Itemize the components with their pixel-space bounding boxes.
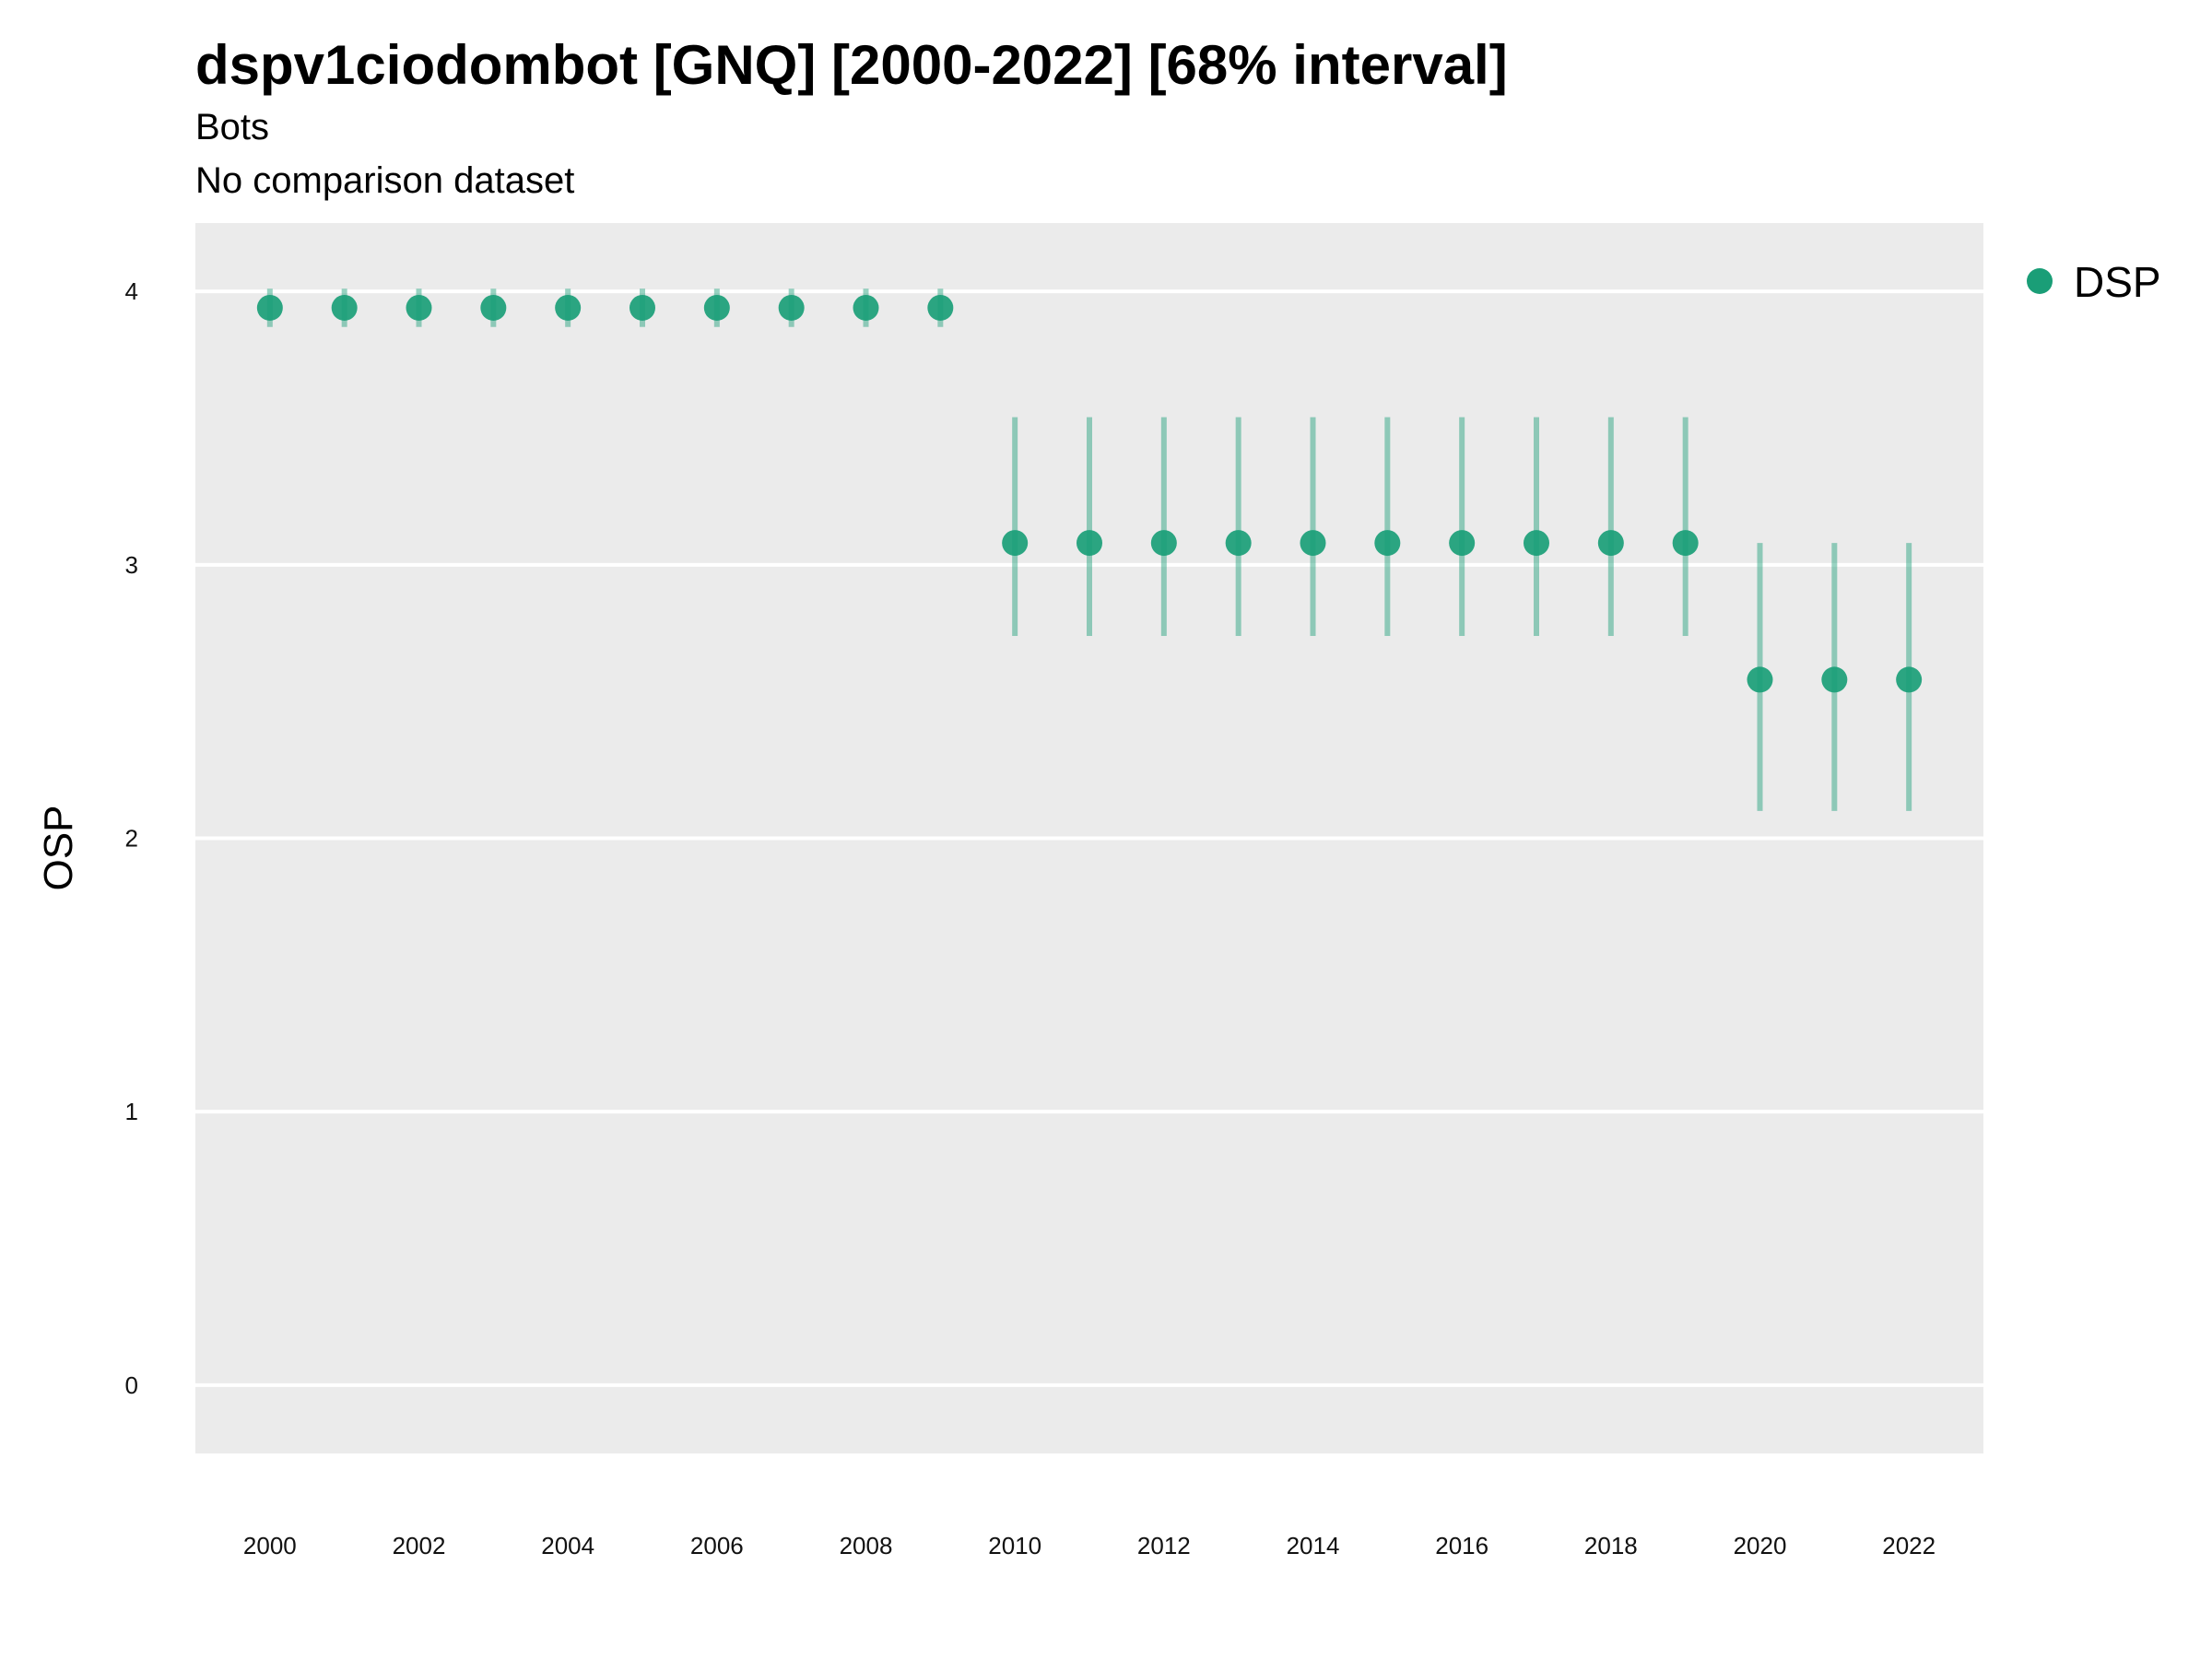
legend-swatch (2027, 268, 2053, 294)
data-point (1449, 530, 1476, 557)
data-point (703, 294, 730, 321)
data-point (1300, 530, 1326, 557)
y-tick-label: 4 (125, 277, 138, 305)
chart-title: dspv1ciodombot [GNQ] [2000-2022] [68% in… (195, 34, 1508, 96)
x-tick-label: 2016 (1435, 1532, 1488, 1559)
data-point (406, 294, 432, 321)
x-tick-label: 2012 (1137, 1532, 1191, 1559)
y-tick-label: 1 (125, 1098, 138, 1125)
chart-subtitle: Bots (195, 107, 270, 147)
data-point (1002, 530, 1029, 557)
x-tick-label: 2014 (1287, 1532, 1340, 1559)
x-tick-label: 2010 (988, 1532, 1041, 1559)
data-point (927, 294, 954, 321)
x-tick-label: 2000 (243, 1532, 297, 1559)
data-point (1672, 530, 1699, 557)
x-tick-label: 2008 (840, 1532, 893, 1559)
data-point (778, 294, 805, 321)
data-point (331, 294, 358, 321)
x-tick-label: 2006 (690, 1532, 744, 1559)
data-point (1597, 530, 1624, 557)
data-point (629, 294, 655, 321)
y-tick-label: 0 (125, 1371, 138, 1399)
data-point (256, 294, 283, 321)
y-tick-label: 3 (125, 551, 138, 579)
data-point (1896, 666, 1923, 693)
data-point (555, 294, 582, 321)
y-axis-label: OSP (36, 806, 81, 891)
data-point (1077, 530, 1102, 557)
legend-label-dsp: DSP (2074, 258, 2161, 306)
data-point (480, 294, 507, 321)
data-point (1150, 530, 1177, 557)
data-point (853, 294, 879, 321)
data-point (1747, 666, 1773, 693)
chart-caption: No comparison dataset (195, 160, 575, 201)
data-point (1374, 530, 1401, 557)
data-point (1225, 530, 1252, 557)
x-tick-label: 2004 (541, 1532, 594, 1559)
x-tick-label: 2018 (1584, 1532, 1638, 1559)
x-tick-label: 2020 (1734, 1532, 1787, 1559)
y-tick-label: 2 (125, 825, 138, 853)
x-tick-label: 2022 (1882, 1532, 1936, 1559)
data-point (1821, 666, 1848, 693)
legend: DSP (2027, 258, 2161, 306)
x-tick-label: 2002 (393, 1532, 446, 1559)
data-point (1524, 530, 1549, 557)
